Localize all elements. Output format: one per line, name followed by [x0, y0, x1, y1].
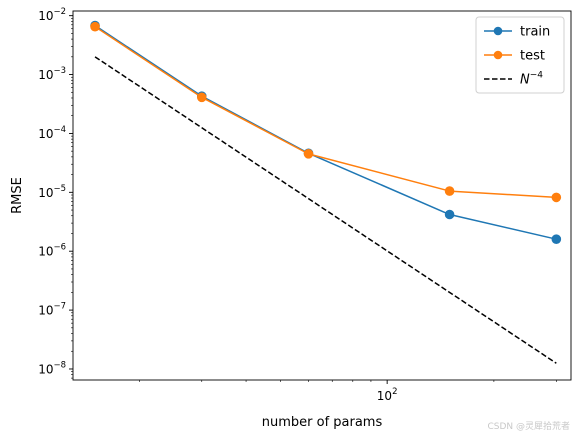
series-line-N-power [94, 56, 557, 364]
legend-box [475, 16, 565, 94]
x-tick-label: 102 [377, 387, 398, 403]
data-point-test [90, 21, 100, 32]
y-tick-label: 10−4 [38, 125, 66, 141]
data-point-test [551, 192, 562, 203]
axes: 10−8 10−7 10−6 10−5 10−4 10−3 10−2 102 number of… [10, 7, 572, 430]
y-axis-label: RMSE [10, 177, 25, 214]
y-tick-label: 10−7 [38, 302, 66, 318]
data-point-test [444, 186, 455, 196]
data-point-train [444, 209, 455, 220]
axes-frame [72, 10, 572, 381]
legend: train test N−4 [475, 16, 565, 94]
legend-label-test: test [520, 49, 545, 64]
x-axis-label: number of params [262, 415, 383, 430]
y-tick-label: 10−6 [38, 243, 66, 259]
watermark-text: CSDN @灵犀拾荒者 [487, 422, 570, 432]
legend-label-N-power: N−4 [520, 71, 543, 88]
legend-label-train: train [520, 25, 550, 40]
plot-area [90, 20, 562, 364]
legend-marker-test [493, 50, 503, 60]
data-point-test [196, 92, 207, 103]
y-tick-label: 10−5 [38, 184, 66, 200]
data-point-test [303, 149, 314, 159]
y-tick-label: 10−3 [38, 66, 66, 82]
y-tick-label: 10−2 [38, 7, 66, 23]
legend-marker-train [493, 26, 503, 36]
data-point-train [551, 234, 562, 244]
y-tick-label: 10−8 [38, 360, 66, 376]
